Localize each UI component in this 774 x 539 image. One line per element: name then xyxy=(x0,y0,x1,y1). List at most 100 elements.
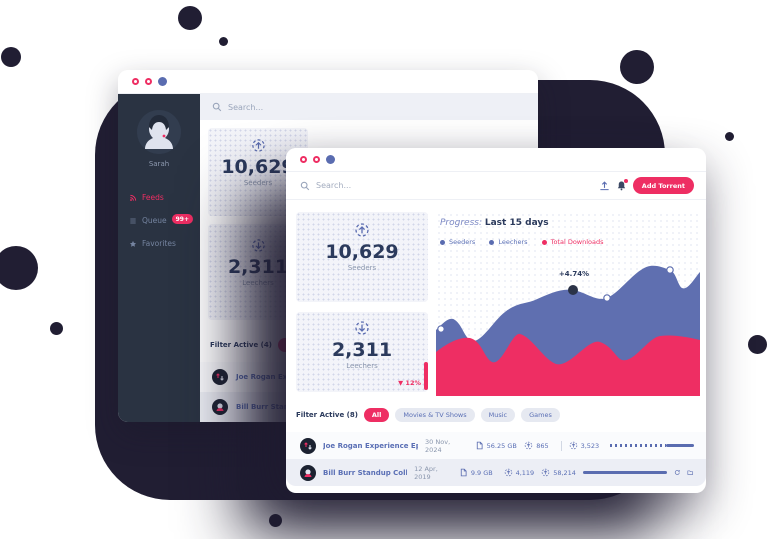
data-point-marker xyxy=(603,294,611,302)
seeders-count: 10,629 xyxy=(325,241,399,263)
download-progress-bar xyxy=(610,444,694,447)
peers-value: 3,523 xyxy=(580,441,600,450)
filter-chip-games[interactable]: Games xyxy=(521,408,560,422)
window-control-dot[interactable] xyxy=(300,156,307,163)
decorative-blob xyxy=(219,37,228,46)
decorative-blob xyxy=(0,246,38,290)
leechers-delta: ▼ 12% xyxy=(398,379,421,387)
filter-bar: Filter Active (8) All Movies & TV Shows … xyxy=(296,406,698,424)
chart-title-main: Last 15 days xyxy=(484,218,549,228)
torrent-avatar xyxy=(300,437,316,454)
filter-label: Filter Active (8) xyxy=(296,411,358,419)
decorative-blob xyxy=(1,47,21,67)
upload-icon[interactable] xyxy=(599,180,610,191)
sidebar-item-label: Feeds xyxy=(142,193,164,202)
leechers-stat-card: 2,311 Leechers ▼ 12% xyxy=(296,312,428,392)
progress-solid-segment xyxy=(666,444,694,447)
peers-value: 58,214 xyxy=(553,468,576,477)
leechers-label: Leechers xyxy=(346,361,378,370)
add-torrent-button[interactable]: Add Torrent xyxy=(632,177,694,194)
highlighted-data-point xyxy=(568,285,578,295)
avatar-graphic xyxy=(216,373,224,381)
data-point-marker xyxy=(666,266,674,274)
torrent-size: 56.25 GB xyxy=(475,441,518,450)
seeders-label: Seeders xyxy=(243,178,273,187)
window-control-dot[interactable] xyxy=(326,155,335,164)
torrent-avatar xyxy=(212,369,228,385)
sidebar-item-label: Favorites xyxy=(142,239,176,248)
chart-title-prefix: Progress: xyxy=(440,218,482,228)
torrent-avatar xyxy=(212,399,228,415)
torrent-avatar xyxy=(300,464,316,481)
filter-chip-all[interactable]: All xyxy=(363,408,390,422)
window-control-dot[interactable] xyxy=(158,77,167,86)
decorative-blob xyxy=(269,514,282,527)
refresh-icon[interactable] xyxy=(674,468,681,477)
legend-dot xyxy=(489,239,495,245)
legend-label: Seeders xyxy=(449,238,476,246)
search-input[interactable]: Search... xyxy=(316,181,352,190)
torrent-table: Joe Rogan Experience Ep. #68 30 Nov, 202… xyxy=(286,432,706,486)
data-point-marker xyxy=(437,325,445,333)
legend-leechers[interactable]: Leechers xyxy=(489,238,528,246)
area-chart xyxy=(436,265,700,396)
search-input[interactable]: Search... xyxy=(200,94,538,120)
table-row[interactable]: Joe Rogan Experience Ep. #68 30 Nov, 202… xyxy=(286,432,706,459)
decorative-blob xyxy=(748,335,767,354)
cycle-up-icon xyxy=(251,138,266,153)
notifications-bell-icon[interactable] xyxy=(616,179,628,191)
torrent-size: 9.9 GB xyxy=(459,468,497,477)
window-control-dot[interactable] xyxy=(145,78,152,85)
torrent-title: Bill Burr Standup Collection xyxy=(323,468,407,477)
seeders-stat-card: 10,629 Seeders xyxy=(296,212,428,302)
seeds-value: 4,119 xyxy=(515,468,535,477)
queue-count-badge: 99+ xyxy=(171,214,193,224)
sidebar-item-queue[interactable]: Queue 99+ xyxy=(118,209,200,232)
sidebar-item-label: Queue xyxy=(142,216,167,225)
legend-total-downloads[interactable]: Total Downloads xyxy=(541,238,604,246)
username: Sarah xyxy=(148,160,170,168)
filter-chip-music[interactable]: Music xyxy=(480,408,516,422)
accent-bar xyxy=(424,362,428,390)
seeders-count: 10,629 xyxy=(221,156,295,178)
avatar-illustration xyxy=(137,110,181,154)
window-control-dot[interactable] xyxy=(132,78,139,85)
user-avatar[interactable] xyxy=(137,110,181,154)
cycle-up-icon xyxy=(504,468,513,477)
folder-icon[interactable] xyxy=(687,468,694,477)
torrent-date: 12 Apr, 2019 xyxy=(414,464,438,481)
legend-seeders[interactable]: Seeders xyxy=(440,238,475,246)
torrent-peers: 3,523 xyxy=(569,441,603,450)
progress-chart-panel: Progress: Last 15 days Seeders Leechers … xyxy=(436,212,700,396)
filter-label: Filter Active (4) xyxy=(210,341,272,349)
sidebar: Sarah Feeds Queue 99+ Favorites xyxy=(118,94,200,422)
filter-chip-movies-tv[interactable]: Movies & TV Shows xyxy=(395,408,475,422)
front-window-titlebar xyxy=(286,148,706,172)
table-row[interactable]: Bill Burr Standup Collection 12 Apr, 201… xyxy=(286,459,706,486)
seeders-label: Seeders xyxy=(347,263,377,272)
leechers-count: 2,311 xyxy=(227,256,289,278)
cycle-up-icon xyxy=(524,441,533,450)
file-icon xyxy=(475,441,484,450)
progress-solid-segment xyxy=(582,471,667,474)
front-app-window: Search... Add Torrent 10,629 Seeders 2,3… xyxy=(286,148,706,493)
notification-badge xyxy=(623,179,628,183)
leechers-count: 2,311 xyxy=(331,339,393,361)
search-placeholder: Search... xyxy=(228,102,264,112)
cycle-up-icon xyxy=(541,468,550,477)
downloads-area xyxy=(436,333,700,396)
torrent-seeds: 4,119 xyxy=(504,468,535,477)
cycle-up-icon xyxy=(569,441,578,450)
avatar-graphic xyxy=(216,403,224,411)
column-divider xyxy=(560,440,562,451)
torrent-date: 30 Nov, 2024 xyxy=(425,437,451,454)
file-icon xyxy=(459,468,468,477)
window-control-dot[interactable] xyxy=(313,156,320,163)
sidebar-item-favorites[interactable]: Favorites xyxy=(118,232,200,255)
cycle-up-icon xyxy=(354,222,370,238)
legend-label: Total Downloads xyxy=(550,238,604,246)
sidebar-item-feeds[interactable]: Feeds xyxy=(118,186,200,209)
legend-dot xyxy=(440,239,445,245)
decorative-blob xyxy=(50,322,63,335)
rss-icon xyxy=(129,194,137,202)
